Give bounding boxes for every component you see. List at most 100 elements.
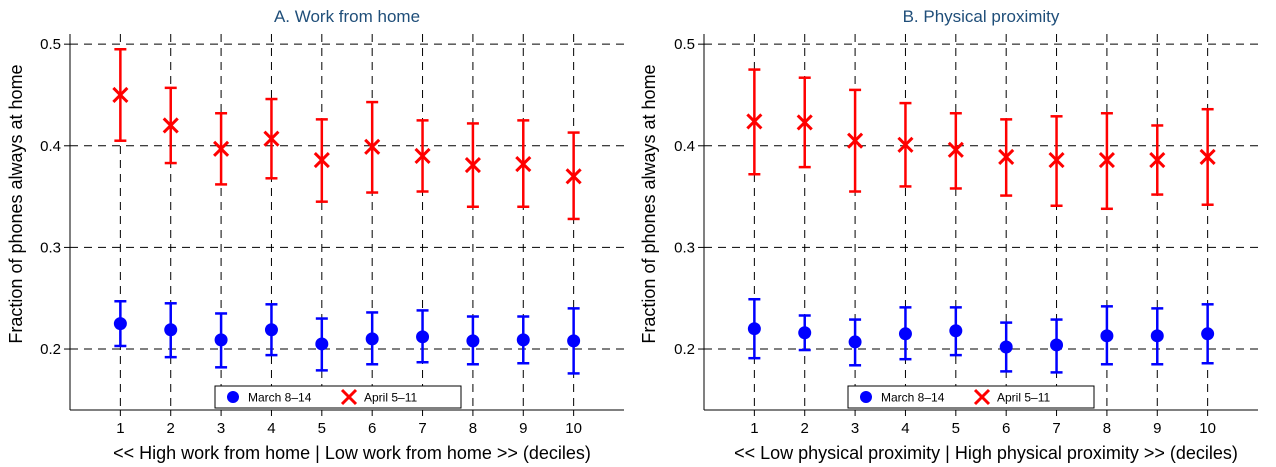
legend-label: April 5–11 xyxy=(364,391,417,405)
data-point-stroke xyxy=(313,151,330,169)
data-point xyxy=(1100,329,1114,343)
x-tick-label: 1 xyxy=(750,420,758,437)
x-tick-label: 8 xyxy=(469,420,477,437)
legend-label: March 8–14 xyxy=(881,391,945,405)
data-point-stroke xyxy=(1199,148,1216,166)
data-point xyxy=(364,138,381,155)
data-point-stroke xyxy=(565,168,582,185)
x-tick-label: 7 xyxy=(418,420,426,437)
data-point xyxy=(999,340,1013,354)
x-tick-label: 1 xyxy=(116,420,124,437)
data-point-stroke xyxy=(1048,151,1065,169)
x-tick-label: 5 xyxy=(318,420,326,437)
data-point xyxy=(213,140,230,157)
data-point xyxy=(897,136,914,153)
data-point xyxy=(998,148,1015,166)
data-point-stroke xyxy=(1149,151,1166,169)
data-point xyxy=(162,117,179,134)
data-point xyxy=(113,317,127,331)
legend-marker-circle xyxy=(227,391,239,403)
legend-marker-stroke xyxy=(340,388,358,406)
series-march xyxy=(113,300,581,375)
data-point xyxy=(1048,151,1065,169)
x-tick-label: 10 xyxy=(1199,420,1216,437)
x-tick-label: 4 xyxy=(267,420,275,437)
x-tick-label: 9 xyxy=(1153,420,1161,437)
data-point-stroke xyxy=(746,113,763,130)
y-tick-label: 0.5 xyxy=(40,36,61,53)
x-tick-label: 4 xyxy=(901,420,909,437)
data-point xyxy=(516,333,530,347)
data-point-stroke xyxy=(263,130,280,147)
data-point-stroke xyxy=(998,148,1015,166)
data-point-stroke xyxy=(947,141,964,158)
data-point xyxy=(1201,327,1215,341)
chart-title: A. Work from home xyxy=(274,7,420,26)
x-tick-label: 10 xyxy=(565,420,582,437)
y-tick-label: 0.5 xyxy=(674,36,695,53)
chart-title: B. Physical proximity xyxy=(903,7,1060,26)
data-point xyxy=(847,132,864,149)
legend-marker-x xyxy=(973,388,991,406)
x-tick-label: 2 xyxy=(167,420,175,437)
x-axis-label: << Low physical proximity | High physica… xyxy=(734,443,1238,463)
data-point xyxy=(416,330,430,344)
legend: March 8–14 April 5–11 xyxy=(847,385,1095,409)
x-tick-label: 2 xyxy=(801,420,809,437)
data-point xyxy=(1050,338,1064,352)
data-point-stroke xyxy=(414,147,431,165)
x-tick-label: 6 xyxy=(1002,420,1010,437)
data-point xyxy=(747,322,761,336)
x-tick-label: 3 xyxy=(217,420,225,437)
data-point-stroke xyxy=(464,157,481,174)
data-point xyxy=(263,130,280,147)
data-point xyxy=(264,323,278,337)
data-point xyxy=(567,334,581,348)
y-tick-label: 0.4 xyxy=(674,138,695,155)
data-point xyxy=(315,337,329,351)
data-point xyxy=(949,324,963,338)
series-april xyxy=(746,68,1216,211)
data-point xyxy=(414,147,431,165)
data-point xyxy=(1150,329,1164,343)
x-axis-label: << High work from home | Low work from h… xyxy=(113,443,591,463)
data-point xyxy=(898,327,912,341)
data-point xyxy=(365,332,379,346)
legend: March 8–14 April 5–11 xyxy=(214,385,462,409)
x-tick-label: 3 xyxy=(851,420,859,437)
y-tick-label: 0.2 xyxy=(40,341,61,358)
y-tick-label: 0.4 xyxy=(40,138,61,155)
data-point-stroke xyxy=(515,156,532,173)
data-point-stroke xyxy=(364,138,381,155)
x-tick-label: 8 xyxy=(1103,420,1111,437)
data-point xyxy=(112,86,129,104)
panel-b: 0.2 0.3 0.4 0.5 1 2 3 4 5 6 7 8 9 10 B. Physical proxi… xyxy=(639,7,1258,463)
data-point-stroke xyxy=(112,86,129,104)
data-point xyxy=(798,326,812,340)
series-march xyxy=(747,297,1215,374)
legend-label: April 5–11 xyxy=(997,391,1050,405)
data-point xyxy=(466,334,480,348)
legend-marker-x xyxy=(340,388,358,406)
data-point-stroke xyxy=(213,140,230,157)
data-point-stroke xyxy=(1098,151,1115,169)
x-tick-label: 5 xyxy=(952,420,960,437)
panel-a: 0.2 0.3 0.4 0.5 1 2 3 4 5 6 7 8 9 10 A. Work from home… xyxy=(6,7,624,463)
data-point xyxy=(1199,148,1216,166)
legend-box xyxy=(214,385,462,409)
data-point xyxy=(1098,151,1115,169)
legend-box xyxy=(847,385,1095,409)
data-point-stroke xyxy=(847,132,864,149)
y-axis-label: Fraction of phones always at home xyxy=(6,64,26,343)
data-point-stroke xyxy=(796,114,813,131)
y-tick-label: 0.3 xyxy=(674,239,695,256)
y-tick-label: 0.3 xyxy=(40,239,61,256)
data-point xyxy=(464,157,481,174)
data-point xyxy=(515,156,532,173)
data-point xyxy=(796,114,813,131)
data-point xyxy=(164,323,178,337)
data-point xyxy=(947,141,964,158)
data-point-stroke xyxy=(162,117,179,134)
legend-marker-circle xyxy=(860,391,872,403)
